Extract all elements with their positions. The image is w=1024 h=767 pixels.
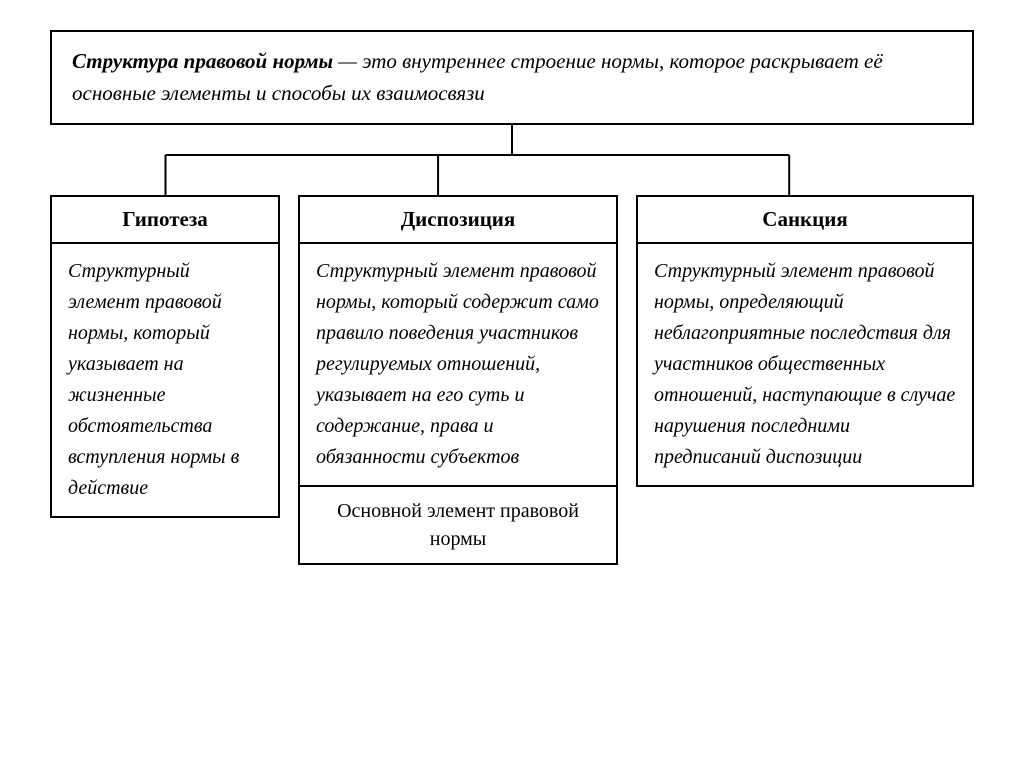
- connector: [50, 125, 974, 195]
- definition-box: Структура правовой нормы — это внутренне…: [50, 30, 974, 125]
- column-sanction: Санкция Структурный элемент правовой нор…: [636, 195, 974, 487]
- term: Структура правовой нормы: [72, 49, 333, 73]
- column-hypothesis: Гипотеза Структурный элемент правовой но…: [50, 195, 280, 518]
- column-footer: Основной элемент правовой нормы: [298, 487, 618, 565]
- column-heading: Гипотеза: [50, 195, 280, 244]
- column-heading: Санкция: [636, 195, 974, 244]
- column-body: Структурный элемент правовой нормы, кото…: [50, 244, 280, 518]
- column-disposition: Диспозиция Структурный элемент правовой …: [298, 195, 618, 565]
- column-body: Структурный элемент правовой нормы, кото…: [298, 244, 618, 487]
- column-body: Структурный элемент правовой нормы, опре…: [636, 244, 974, 487]
- columns-row: Гипотеза Структурный элемент правовой но…: [40, 195, 984, 565]
- column-heading: Диспозиция: [298, 195, 618, 244]
